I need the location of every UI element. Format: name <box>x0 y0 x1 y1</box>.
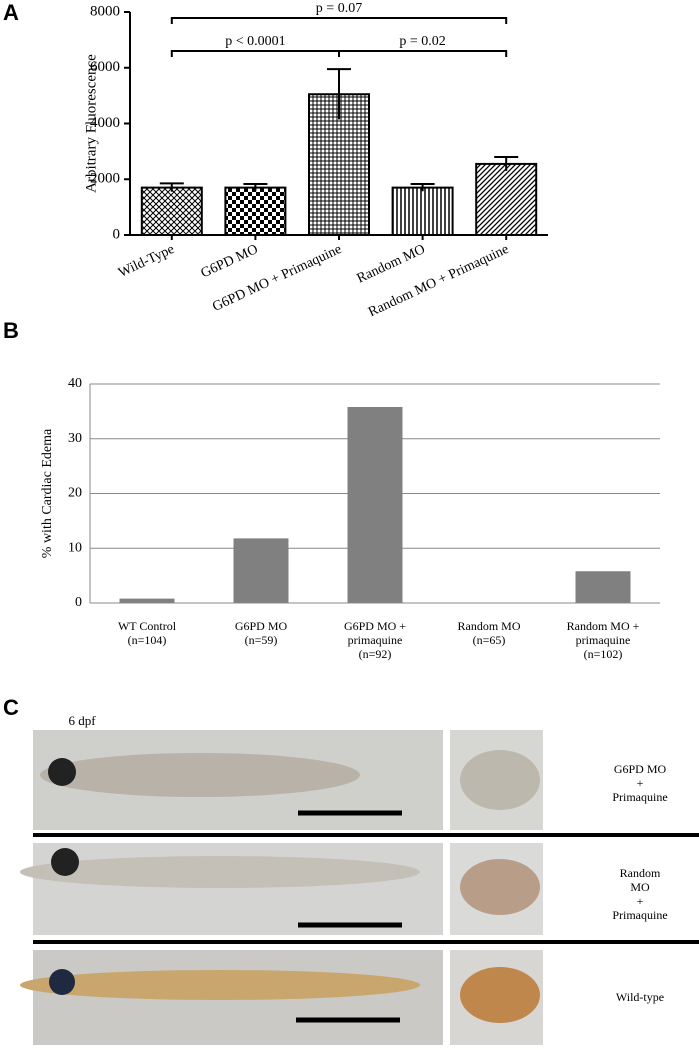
fish-dorsal <box>460 750 540 810</box>
error-bar <box>327 68 351 120</box>
y-axis-label: Arbitrary Fluorescence <box>83 54 99 193</box>
y-tick-label: 0 <box>75 595 82 610</box>
y-tick-label: 8000 <box>90 3 120 19</box>
y-tick-label: 6000 <box>90 59 120 75</box>
y-tick-label: 2000 <box>90 171 120 187</box>
fish-eye <box>48 758 76 786</box>
fish <box>20 856 420 888</box>
x-tick-label: G6PD MO + primaquine (n=92) <box>343 619 407 661</box>
error-bar <box>243 182 268 192</box>
bar <box>233 538 289 603</box>
x-tick-label: Random MO + Primaquine <box>366 242 511 320</box>
fish-dorsal <box>460 967 540 1023</box>
time-label: 6 dpf <box>68 713 96 728</box>
fish <box>20 970 420 1000</box>
fish-eye <box>49 969 75 995</box>
fish-images <box>20 730 699 1045</box>
y-tick-label: 40 <box>68 376 82 391</box>
row-label: Wild-type <box>615 990 665 1004</box>
y-tick-label: 20 <box>68 486 82 501</box>
x-tick-label: Random MO <box>355 242 428 287</box>
x-tick-label: G6PD MO (n=59) <box>234 619 288 647</box>
x-tick-label: WT Control (n=104) <box>117 619 177 647</box>
fish <box>40 753 360 797</box>
bar <box>347 406 403 603</box>
fish-dorsal <box>460 859 540 915</box>
row-label: G6PD MO + Primaquine <box>612 762 668 804</box>
x-tick-label: Random MO (n=65) <box>457 619 521 647</box>
y-tick-label: 0 <box>113 226 121 242</box>
error-bar <box>159 182 184 192</box>
panel-label: B <box>3 318 19 343</box>
annotation: p < 0.0001 <box>225 34 285 49</box>
error-bar <box>410 182 435 192</box>
y-axis-label: % with Cardiac Edema <box>40 428 55 558</box>
x-tick-label: Wild-Type <box>116 242 177 281</box>
significance-bracket <box>170 17 508 24</box>
row-label: Random MO + Primaquine <box>612 866 668 922</box>
x-tick-label: Random MO + primaquine (n=102) <box>566 619 640 661</box>
error-bar <box>494 155 519 171</box>
bar <box>575 571 631 603</box>
panel-label: A <box>3 0 19 25</box>
bar <box>224 186 287 237</box>
bar <box>140 186 203 237</box>
panel-label: C <box>3 695 19 720</box>
x-tick-label: G6PD MO <box>199 242 261 281</box>
significance-bracket <box>338 50 508 57</box>
annotation: p = 0.07 <box>316 1 362 16</box>
y-tick-label: 4000 <box>90 115 120 131</box>
bar <box>475 162 538 236</box>
y-tick-label: 30 <box>68 431 82 446</box>
fish-eye <box>51 848 79 876</box>
y-tick-label: 10 <box>68 540 82 555</box>
annotation: p = 0.02 <box>399 34 445 49</box>
bar <box>391 186 454 237</box>
bar <box>119 598 175 603</box>
significance-bracket <box>170 50 340 57</box>
